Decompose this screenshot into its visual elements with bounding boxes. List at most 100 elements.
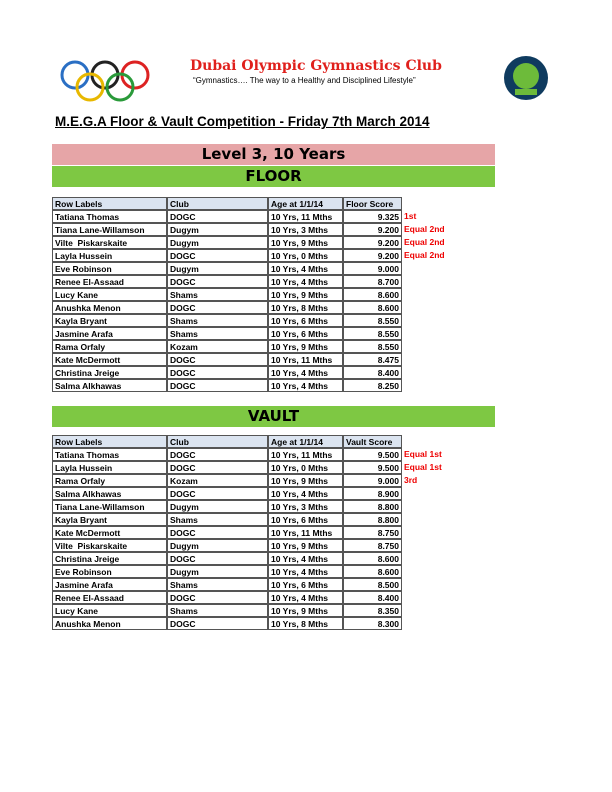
column-header: Age at 1/1/14 [268, 197, 343, 210]
table-cell: 8.475 [343, 353, 402, 366]
table-cell: 8.700 [343, 275, 402, 288]
table-cell: 10 Yrs, 4 Mths [268, 552, 343, 565]
table-cell: 8.550 [343, 340, 402, 353]
table-cell: Jasmine Arafa [52, 327, 167, 340]
table-cell: 9.500 [343, 448, 402, 461]
table-cell: 10 Yrs, 8 Mths [268, 301, 343, 314]
table-cell: Dugym [167, 223, 268, 236]
table-cell: 10 Yrs, 9 Mths [268, 340, 343, 353]
table-cell: 10 Yrs, 11 Mths [268, 448, 343, 461]
table-cell: Anushka Menon [52, 301, 167, 314]
column-header: Age at 1/1/14 [268, 435, 343, 448]
table-cell: DOGC [167, 487, 268, 500]
table-cell: 8.300 [343, 617, 402, 630]
table-cell: Kayla Bryant [52, 314, 167, 327]
table-cell: Lucy Kane [52, 288, 167, 301]
table-cell: Shams [167, 314, 268, 327]
table-cell: 8.550 [343, 314, 402, 327]
column-header: Club [167, 435, 268, 448]
table-cell: DOGC [167, 275, 268, 288]
table-cell: 8.600 [343, 552, 402, 565]
table-cell: Salma Alkhawas [52, 487, 167, 500]
table-cell: 8.800 [343, 513, 402, 526]
table-cell: 8.250 [343, 379, 402, 392]
table-cell: Vilte Piskarskaite [52, 539, 167, 552]
club-logo [60, 60, 150, 102]
table-cell: Eve Robinson [52, 262, 167, 275]
table-cell: Lucy Kane [52, 604, 167, 617]
table-cell: 9.500 [343, 461, 402, 474]
column-header: Row Labels [52, 435, 167, 448]
table-cell: 10 Yrs, 4 Mths [268, 487, 343, 500]
table-cell: DOGC [167, 353, 268, 366]
table-cell: 10 Yrs, 6 Mths [268, 327, 343, 340]
table-cell: Shams [167, 327, 268, 340]
column-header: Floor Score [343, 197, 402, 210]
table-cell: Anushka Menon [52, 617, 167, 630]
table-cell: 9.200 [343, 249, 402, 262]
table-cell: Dugym [167, 500, 268, 513]
table-cell: 10 Yrs, 0 Mths [268, 461, 343, 474]
table-cell: 8.500 [343, 578, 402, 591]
table-cell: 8.550 [343, 327, 402, 340]
rank-note: Equal 2nd [404, 237, 445, 247]
table-cell: Dugym [167, 236, 268, 249]
table-cell: DOGC [167, 461, 268, 474]
table-cell: 9.000 [343, 474, 402, 487]
rank-note: 3rd [404, 475, 418, 485]
mega-logo [504, 56, 548, 100]
table-cell: Kozam [167, 474, 268, 487]
club-title: Dubai Olympic Gymnastics Club [190, 58, 442, 74]
table-cell: 10 Yrs, 9 Mths [268, 236, 343, 249]
table-cell: Dugym [167, 262, 268, 275]
table-cell: 8.900 [343, 487, 402, 500]
column-header: Row Labels [52, 197, 167, 210]
table-cell: Renee El-Assaad [52, 591, 167, 604]
table-cell: 10 Yrs, 4 Mths [268, 565, 343, 578]
table-cell: 10 Yrs, 11 Mths [268, 526, 343, 539]
table-cell: Shams [167, 288, 268, 301]
table-cell: Christina Jreige [52, 552, 167, 565]
table-cell: Tatiana Thomas [52, 210, 167, 223]
table-cell: Kayla Bryant [52, 513, 167, 526]
table-cell: 9.325 [343, 210, 402, 223]
table-cell: 8.600 [343, 301, 402, 314]
table-cell: DOGC [167, 249, 268, 262]
table-cell: 8.600 [343, 565, 402, 578]
table-cell: Salma Alkhawas [52, 379, 167, 392]
level-band: Level 3, 10 Years [52, 144, 495, 165]
table-cell: 10 Yrs, 6 Mths [268, 578, 343, 591]
table-cell: DOGC [167, 448, 268, 461]
rank-note: Equal 1st [404, 462, 442, 472]
table-cell: 10 Yrs, 6 Mths [268, 513, 343, 526]
table-cell: Renee El-Assaad [52, 275, 167, 288]
table-cell: Vilte Piskarskaite [52, 236, 167, 249]
section-band: VAULT [52, 406, 495, 427]
table-cell: 10 Yrs, 8 Mths [268, 617, 343, 630]
table-cell: 8.600 [343, 288, 402, 301]
table-cell: 10 Yrs, 11 Mths [268, 353, 343, 366]
table-cell: Layla Hussein [52, 249, 167, 262]
competition-title: M.E.G.A Floor & Vault Competition - Frid… [55, 114, 430, 129]
table-cell: 10 Yrs, 4 Mths [268, 366, 343, 379]
table-cell: 8.400 [343, 591, 402, 604]
table-cell: DOGC [167, 526, 268, 539]
table-cell: Tiana Lane-Willamson [52, 500, 167, 513]
table-cell: Shams [167, 604, 268, 617]
column-header: Vault Score [343, 435, 402, 448]
table-cell: Kate McDermott [52, 526, 167, 539]
table-cell: Jasmine Arafa [52, 578, 167, 591]
table-cell: Kate McDermott [52, 353, 167, 366]
table-cell: DOGC [167, 591, 268, 604]
table-cell: 10 Yrs, 11 Mths [268, 210, 343, 223]
table-cell: Layla Hussein [52, 461, 167, 474]
table-cell: 10 Yrs, 6 Mths [268, 314, 343, 327]
table-cell: DOGC [167, 617, 268, 630]
table-cell: DOGC [167, 210, 268, 223]
table-cell: DOGC [167, 301, 268, 314]
table-cell: 10 Yrs, 9 Mths [268, 539, 343, 552]
table-cell: Tatiana Thomas [52, 448, 167, 461]
table-cell: 8.800 [343, 500, 402, 513]
table-cell: 10 Yrs, 9 Mths [268, 288, 343, 301]
